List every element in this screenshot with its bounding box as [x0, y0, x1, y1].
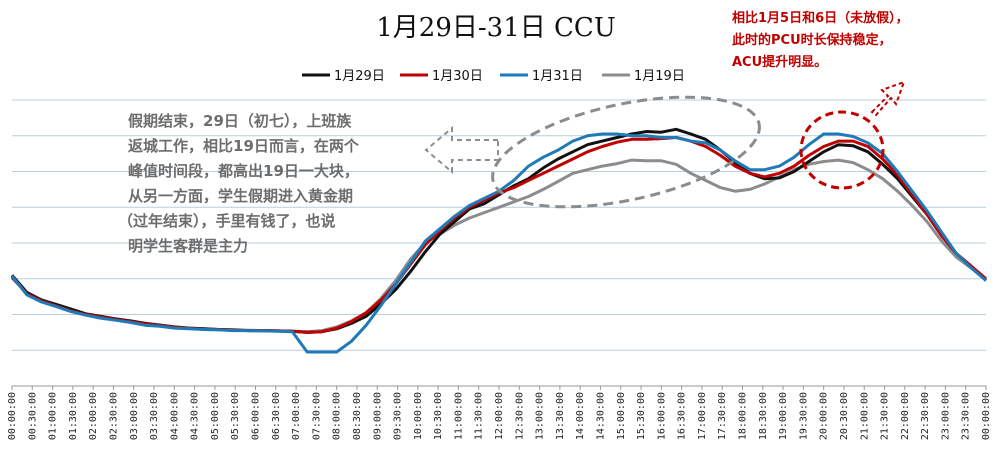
x-tick-label: 13:30:00 [555, 392, 566, 440]
x-tick-label: 11:00:00 [453, 392, 464, 440]
x-tick-label: 19:00:00 [778, 392, 789, 440]
x-tick-label: 01:30:00 [68, 392, 79, 440]
x-tick-label: 18:00:00 [738, 392, 749, 440]
x-tick-label: 00:00:00 [981, 392, 992, 440]
x-tick-label: 02:00:00 [88, 392, 99, 440]
x-tick-label: 06:00:00 [251, 392, 262, 440]
x-tick-label: 07:30:00 [311, 392, 322, 440]
x-tick-label: 07:00:00 [291, 392, 302, 440]
x-tick-label: 13:00:00 [535, 392, 546, 440]
x-tick-label: 08:00:00 [332, 392, 343, 440]
x-tick-label: 22:30:00 [920, 392, 931, 440]
x-tick-label: 17:30:00 [717, 392, 728, 440]
x-tick-label: 10:00:00 [413, 392, 424, 440]
x-axis-tick-labels: 00:00:00 00:30:00 01:00:00 01:30:00 02:00:00… [7, 386, 992, 440]
legend-label: 1月30日 [432, 69, 483, 84]
annotation-shapes [424, 80, 906, 209]
x-tick-label: 18:30:00 [758, 392, 769, 440]
x-tick-label: 22:00:00 [900, 392, 911, 440]
x-tick-label: 20:30:00 [839, 392, 850, 440]
annotation-left-line: 假期结束，29日（初七），上班族 [128, 112, 352, 130]
annotation-left: 假期结束，29日（初七），上班族返城工作，相比19日而言，在两个峰值时间段，都高… [118, 112, 360, 255]
x-tick-label: 17:00:00 [697, 392, 708, 440]
x-tick-label: 00:00:00 [7, 392, 18, 440]
annotation-left-line: 明学生客群是主力 [128, 237, 248, 255]
x-tick-label: 23:00:00 [940, 392, 951, 440]
chart-title: 1月29日-31日 CCU [376, 13, 615, 43]
x-tick-label: 16:00:00 [656, 392, 667, 440]
x-tick-label: 20:00:00 [819, 392, 830, 440]
x-tick-label: 09:00:00 [372, 392, 383, 440]
x-tick-label: 04:30:00 [190, 392, 201, 440]
x-tick-label: 02:30:00 [108, 392, 119, 440]
x-tick-label: 08:30:00 [352, 392, 363, 440]
x-tick-label: 05:30:00 [230, 392, 241, 440]
annotation-left-line: （过年结束），手里有钱了，也说 [118, 212, 336, 230]
x-tick-label: 10:30:00 [433, 392, 444, 440]
x-tick-label: 19:30:00 [798, 392, 809, 440]
x-tick-label: 09:30:00 [393, 392, 404, 440]
legend-label: 1月29日 [334, 69, 385, 84]
x-tick-label: 11:30:00 [474, 392, 485, 440]
x-tick-label: 15:30:00 [636, 392, 647, 440]
x-tick-label: 05:00:00 [210, 392, 221, 440]
right-highlight-ellipse [799, 110, 885, 190]
x-tick-label: 06:30:00 [271, 392, 282, 440]
right-arrow-icon [870, 80, 906, 117]
annotation-left-line: 返城工作，相比19日而言，在两个 [128, 137, 360, 155]
x-tick-label: 03:00:00 [129, 392, 140, 440]
x-tick-label: 00:30:00 [27, 392, 38, 440]
series-lines [10, 127, 988, 354]
annotation-right-line: 此时的PCU时长保持稳定， [732, 32, 892, 48]
annotation-right-line: ACU提升明显。 [732, 54, 827, 70]
annotation-right: 相比1月5日和6日（未放假）， 此时的PCU时长保持稳定， ACU提升明显。 [732, 10, 909, 70]
x-tick-label: 12:00:00 [494, 392, 505, 440]
annotation-right-line: 相比1月5日和6日（未放假）， [732, 10, 909, 26]
x-tick-label: 16:30:00 [677, 392, 688, 440]
legend-label: 1月31日 [532, 69, 583, 84]
x-tick-label: 04:00:00 [169, 392, 180, 440]
x-tick-label: 01:00:00 [48, 392, 59, 440]
legend: 1月29日 1月30日 1月31日 1月19日 [302, 69, 685, 84]
left-arrow-icon [424, 125, 499, 175]
left-highlight-ellipse [491, 95, 761, 209]
annotation-left-line: 从另一方面，学生假期进入黄金期 [128, 187, 353, 205]
x-tick-label: 14:30:00 [595, 392, 606, 440]
annotation-left-line: 峰值时间段，都高出19日一大块， [128, 162, 359, 180]
x-tick-label: 14:00:00 [575, 392, 586, 440]
x-tick-label: 15:00:00 [616, 392, 627, 440]
x-tick-label: 03:30:00 [149, 392, 160, 440]
x-tick-label: 21:30:00 [880, 392, 891, 440]
legend-label: 1月19日 [634, 69, 685, 84]
x-tick-label: 12:30:00 [514, 392, 525, 440]
x-tick-label: 23:30:00 [961, 392, 972, 440]
x-tick-label: 21:00:00 [859, 392, 870, 440]
